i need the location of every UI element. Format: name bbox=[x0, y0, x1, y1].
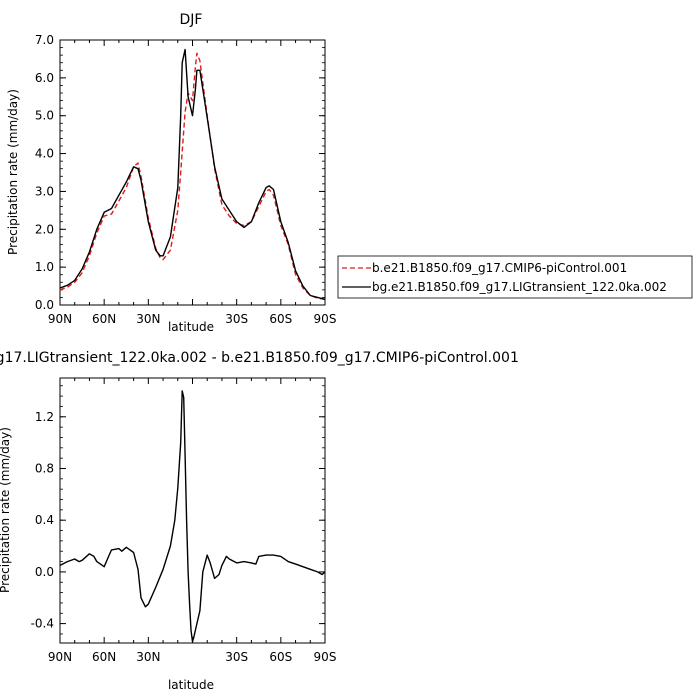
chart-1-x-tick-label: 30N bbox=[136, 312, 160, 326]
chart-2-x-tick-label: 90N bbox=[48, 650, 72, 664]
chart-1-x-tick-label: 60N bbox=[92, 312, 116, 326]
chart-1-y-tick-label: 7.0 bbox=[35, 33, 54, 47]
chart-1-y-tick-label: 4.0 bbox=[35, 147, 54, 161]
chart-2-x-tick-label: 60S bbox=[269, 650, 292, 664]
chart-2: bg.e21.B1850.f09_g17.LIGtransient_122.0k… bbox=[0, 350, 519, 692]
chart-1-ticks: 90N 60N 30N 30S 60S 90S 0.0 1.0 2.0 3.0 4.0 5.0 6.0 7… bbox=[35, 33, 337, 326]
chart-2-y-tick-label: 1.2 bbox=[35, 410, 54, 424]
chart-2-plot-frame bbox=[59, 377, 326, 644]
chart-1-x-tick-label: 90N bbox=[48, 312, 72, 326]
chart-1-y-axis-label: Precipitation rate (mm/day) bbox=[6, 89, 20, 255]
chart-2-series-line-1 bbox=[59, 390, 326, 643]
chart-2-x-tick-label: 60N bbox=[92, 650, 116, 664]
chart-1-series-line-2 bbox=[59, 48, 326, 300]
chart-2-y-tick-label: 0.4 bbox=[35, 513, 54, 527]
chart-1-x-tick-label: 30S bbox=[225, 312, 248, 326]
chart-2-x-tick-label: 90S bbox=[314, 650, 337, 664]
chart-2-y-tick-label: -0.4 bbox=[31, 617, 54, 631]
legend-label-series-1: b.e21.B1850.f09_g17.CMIP6-piControl.001 bbox=[372, 261, 627, 275]
chart-1-title: DJF bbox=[180, 12, 203, 28]
chart-1-plot-frame bbox=[59, 39, 326, 306]
chart-1-y-tick-label: 0.0 bbox=[35, 298, 54, 312]
chart-1-y-tick-label: 1.0 bbox=[35, 260, 54, 274]
chart-2-series bbox=[59, 390, 326, 643]
chart-2-y-tick-label: 0.8 bbox=[35, 461, 54, 475]
chart-2-y-axis-label: Precipitation rate (mm/day) bbox=[0, 427, 12, 593]
chart-1: DJF 90N 60N 30N 30S 60S 90S 0.0 1.0 2.0 3.0 4.0 5.0… bbox=[6, 12, 336, 334]
legend-label-series-2: bg.e21.B1850.f09_g17.LIGtransient_122.0k… bbox=[372, 280, 667, 294]
chart-2-x-axis-label: latitude bbox=[168, 678, 214, 692]
chart-2-x-tick-label: 30N bbox=[136, 650, 160, 664]
chart-2-ticks: 90N 60N 30N 30S 60S 90S -0.4 0.0 0.4 0.8 1.2 bbox=[31, 378, 337, 664]
chart-2-title: bg.e21.B1850.f09_g17.LIGtransient_122.0k… bbox=[0, 350, 519, 366]
chart-1-legend: b.e21.B1850.f09_g17.CMIP6-piControl.001 … bbox=[337, 255, 693, 299]
chart-1-y-tick-label: 5.0 bbox=[35, 109, 54, 123]
chart-1-y-tick-label: 2.0 bbox=[35, 222, 54, 236]
chart-1-x-axis-label: latitude bbox=[168, 320, 214, 334]
chart-1-y-tick-label: 3.0 bbox=[35, 184, 54, 198]
legend-box bbox=[337, 255, 693, 299]
chart-1-x-tick-label: 90S bbox=[314, 312, 337, 326]
chart-1-series bbox=[59, 48, 326, 300]
chart-2-y-tick-label: 0.0 bbox=[35, 565, 54, 579]
chart-1-series-line-1 bbox=[59, 52, 326, 300]
chart-1-x-tick-label: 60S bbox=[269, 312, 292, 326]
chart-1-y-tick-label: 6.0 bbox=[35, 71, 54, 85]
chart-2-x-tick-label: 30S bbox=[225, 650, 248, 664]
